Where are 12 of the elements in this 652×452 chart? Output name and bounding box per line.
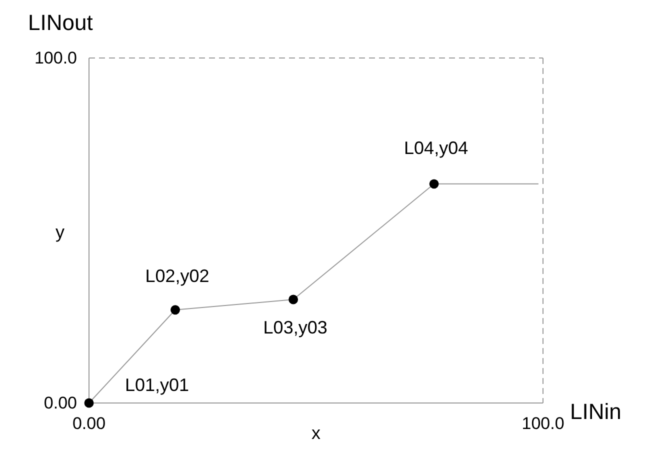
x-axis-title: LINin xyxy=(570,399,622,424)
annotation: L03,y03 xyxy=(263,318,328,338)
point xyxy=(429,179,439,189)
point xyxy=(170,305,180,315)
text: x xyxy=(312,423,320,443)
point xyxy=(84,398,94,408)
y-axis-title: LINout xyxy=(28,10,93,35)
annotation: L01,y01 xyxy=(125,375,190,395)
text: y xyxy=(56,222,64,242)
annotation: L04,y04 xyxy=(404,138,468,158)
point xyxy=(288,294,298,304)
annotation: L02,y02 xyxy=(145,266,210,286)
